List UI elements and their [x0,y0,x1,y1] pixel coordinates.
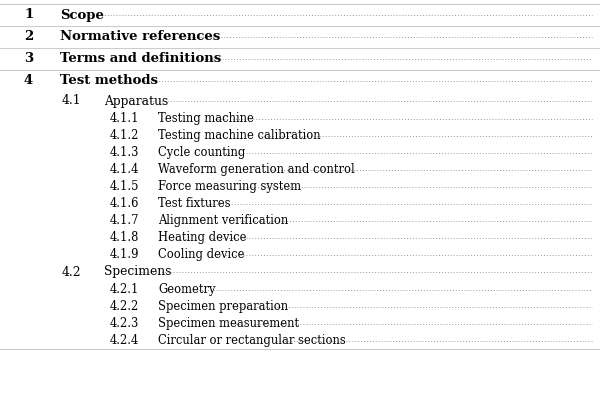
Text: Heating device: Heating device [158,231,247,244]
Text: Normative references: Normative references [60,30,220,44]
Text: Test fixtures: Test fixtures [158,197,230,210]
Text: 4.1: 4.1 [62,94,82,108]
Text: Alignment verification: Alignment verification [158,214,288,227]
Text: Waveform generation and control: Waveform generation and control [158,163,355,176]
Text: 4.1.5: 4.1.5 [110,180,139,193]
Text: 4.1.3: 4.1.3 [110,146,139,159]
Text: 4.1.6: 4.1.6 [110,197,139,210]
Text: Terms and definitions: Terms and definitions [60,52,221,66]
Text: 3: 3 [24,52,33,66]
Text: 4.2.3: 4.2.3 [110,317,139,330]
Text: 1: 1 [24,8,33,22]
Text: Testing machine calibration: Testing machine calibration [158,129,320,142]
Text: 4.2.2: 4.2.2 [110,300,139,313]
Text: Circular or rectangular sections: Circular or rectangular sections [158,334,346,347]
Text: Testing machine: Testing machine [158,112,254,125]
Text: Force measuring system: Force measuring system [158,180,301,193]
Text: Specimens: Specimens [104,266,172,278]
Text: Apparatus: Apparatus [104,94,168,108]
Text: 4.2: 4.2 [62,266,82,278]
Text: Specimen measurement: Specimen measurement [158,317,299,330]
Text: 4.1.7: 4.1.7 [110,214,139,227]
Text: 4.1.4: 4.1.4 [110,163,139,176]
Text: 4.1.1: 4.1.1 [110,112,139,125]
Text: 4.1.8: 4.1.8 [110,231,139,244]
Text: 2: 2 [24,30,33,44]
Text: Cycle counting: Cycle counting [158,146,245,159]
Text: 4.2.1: 4.2.1 [110,283,139,296]
Text: 4.1.2: 4.1.2 [110,129,139,142]
Text: 4.2.4: 4.2.4 [110,334,139,347]
Text: Cooling device: Cooling device [158,248,245,261]
Text: 4: 4 [24,74,33,88]
Text: 4.1.9: 4.1.9 [110,248,139,261]
Text: Specimen preparation: Specimen preparation [158,300,288,313]
Text: Scope: Scope [60,8,104,22]
Text: Geometry: Geometry [158,283,215,296]
Text: Test methods: Test methods [60,74,158,88]
